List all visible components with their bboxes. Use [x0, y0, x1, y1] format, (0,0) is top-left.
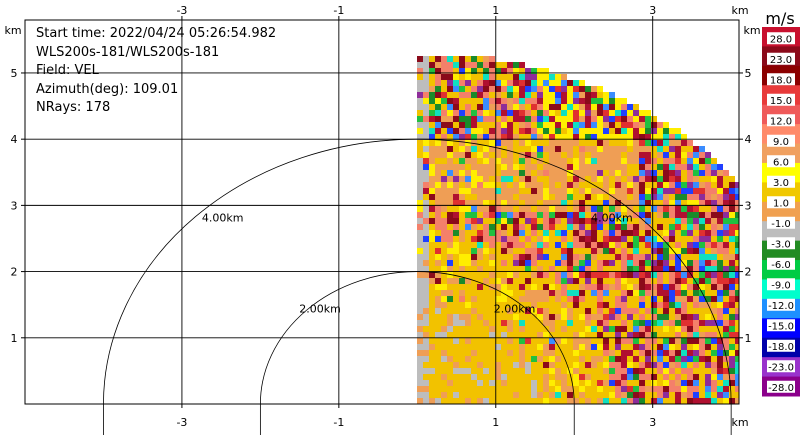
colorbar-label-bg: [767, 360, 795, 373]
x-tick-label-top: -3: [176, 4, 187, 17]
colorbar-label: 28.0: [770, 34, 792, 45]
y-unit-label-right: km: [743, 24, 760, 37]
range-ring-label: 2.00km: [494, 303, 536, 316]
colorbar-label-bg: [767, 155, 795, 168]
colorbar-label: 3.0: [773, 178, 789, 189]
nrays-value: NRays: 178: [36, 100, 111, 115]
colorbar-label: 12.0: [770, 116, 792, 127]
x-tick-label-bottom: 3: [649, 416, 656, 429]
colorbar-label: -28.0: [768, 383, 794, 394]
grid: [25, 20, 739, 404]
y-tick-label-left: 3: [11, 199, 18, 212]
colorbar: m/s 28.0 23.0 18.0 15.0 12.0 9.0 6.0 3.0 1.0 -1.0 -…: [762, 9, 800, 397]
colorbar-label-bg: [767, 257, 795, 270]
colorbar-unit: m/s: [765, 9, 794, 28]
range-ring: [259, 271, 575, 435]
colorbar-label: -23.0: [768, 362, 794, 373]
colorbar-label-bg: [767, 93, 795, 106]
x-unit-label-top: km: [731, 4, 748, 17]
colorbar-label-bg: [767, 175, 795, 188]
range-ring-label: 4.00km: [202, 211, 244, 224]
colorbar-label-bg: [767, 380, 795, 393]
colorbar-label-bg: [767, 339, 795, 352]
x-tick-label-bottom: -3: [176, 416, 187, 429]
colorbar-label: -3.0: [771, 239, 791, 250]
colorbar-label-bg: [767, 73, 795, 86]
colorbar-label: 9.0: [773, 137, 789, 148]
colorbar-label: -1.0: [771, 219, 791, 230]
range-rings: 2.00km 2.00km 4.00km 4.00km: [103, 138, 732, 435]
colorbar-label-bg: [767, 278, 795, 291]
axes: -3 -3 -1 -1 1 1 3 3 1 1 2 2 3 3 4 4 5 5 km km km km: [4, 4, 760, 429]
y-tick-label-right: 3: [745, 199, 752, 212]
range-ring: [103, 138, 732, 435]
y-tick-label-right: 1: [745, 332, 752, 345]
x-unit-label-bottom: km: [731, 416, 748, 429]
instrument-name: WLS200s-181/WLS200s-181: [36, 44, 220, 60]
x-tick-label-top: 1: [492, 4, 499, 17]
colorbar-label-bg: [767, 237, 795, 250]
colorbar-label: -9.0: [771, 280, 791, 291]
colorbar-label-bg: [767, 196, 795, 209]
y-tick-label-left: 1: [11, 332, 18, 345]
y-tick-label-right: 4: [745, 133, 752, 146]
range-ring-label: 4.00km: [591, 211, 633, 224]
plot-frame: [24, 19, 740, 405]
colorbar-label-bg: [767, 52, 795, 65]
colorbar-label-bg: [767, 114, 795, 127]
range-ring-label: 2.00km: [299, 303, 341, 316]
azimuth-value: Azimuth(deg): 109.01: [36, 81, 179, 97]
colorbar-label: -6.0: [771, 260, 791, 271]
y-tick-label-right: 2: [745, 266, 752, 279]
y-tick-label-left: 4: [11, 133, 18, 146]
y-unit-label-left: km: [4, 24, 21, 37]
colorbar-label: -18.0: [768, 342, 794, 353]
y-tick-label-left: 5: [11, 67, 18, 80]
colorbar-label-bg: [767, 32, 795, 45]
x-tick-label-top: 3: [649, 4, 656, 17]
colorbar-label-bg: [767, 298, 795, 311]
start-time: Start time: 2022/04/24 05:26:54.982: [36, 26, 277, 41]
y-tick-label-right: 5: [745, 67, 752, 80]
colorbar-label: 15.0: [770, 96, 792, 107]
colorbar-label: -12.0: [768, 301, 794, 312]
x-tick-label-bottom: 1: [492, 416, 499, 429]
velocity-field: [417, 56, 739, 404]
info-block: Start time: 2022/04/24 05:26:54.982 WLS2…: [36, 25, 276, 118]
field-name: Field: VEL: [36, 63, 99, 78]
colorbar-label: 18.0: [770, 75, 792, 86]
x-tick-label-top: -1: [333, 4, 344, 17]
colorbar-label: 23.0: [770, 55, 792, 66]
colorbar-label-bg: [767, 319, 795, 332]
colorbar-label-bg: [767, 134, 795, 147]
x-tick-label-bottom: -1: [333, 416, 344, 429]
y-tick-label-left: 2: [11, 266, 18, 279]
colorbar-label: 6.0: [773, 157, 789, 168]
colorbar-label: 1.0: [773, 198, 789, 209]
colorbar-label-bg: [767, 216, 795, 229]
colorbar-label: -15.0: [768, 321, 794, 332]
